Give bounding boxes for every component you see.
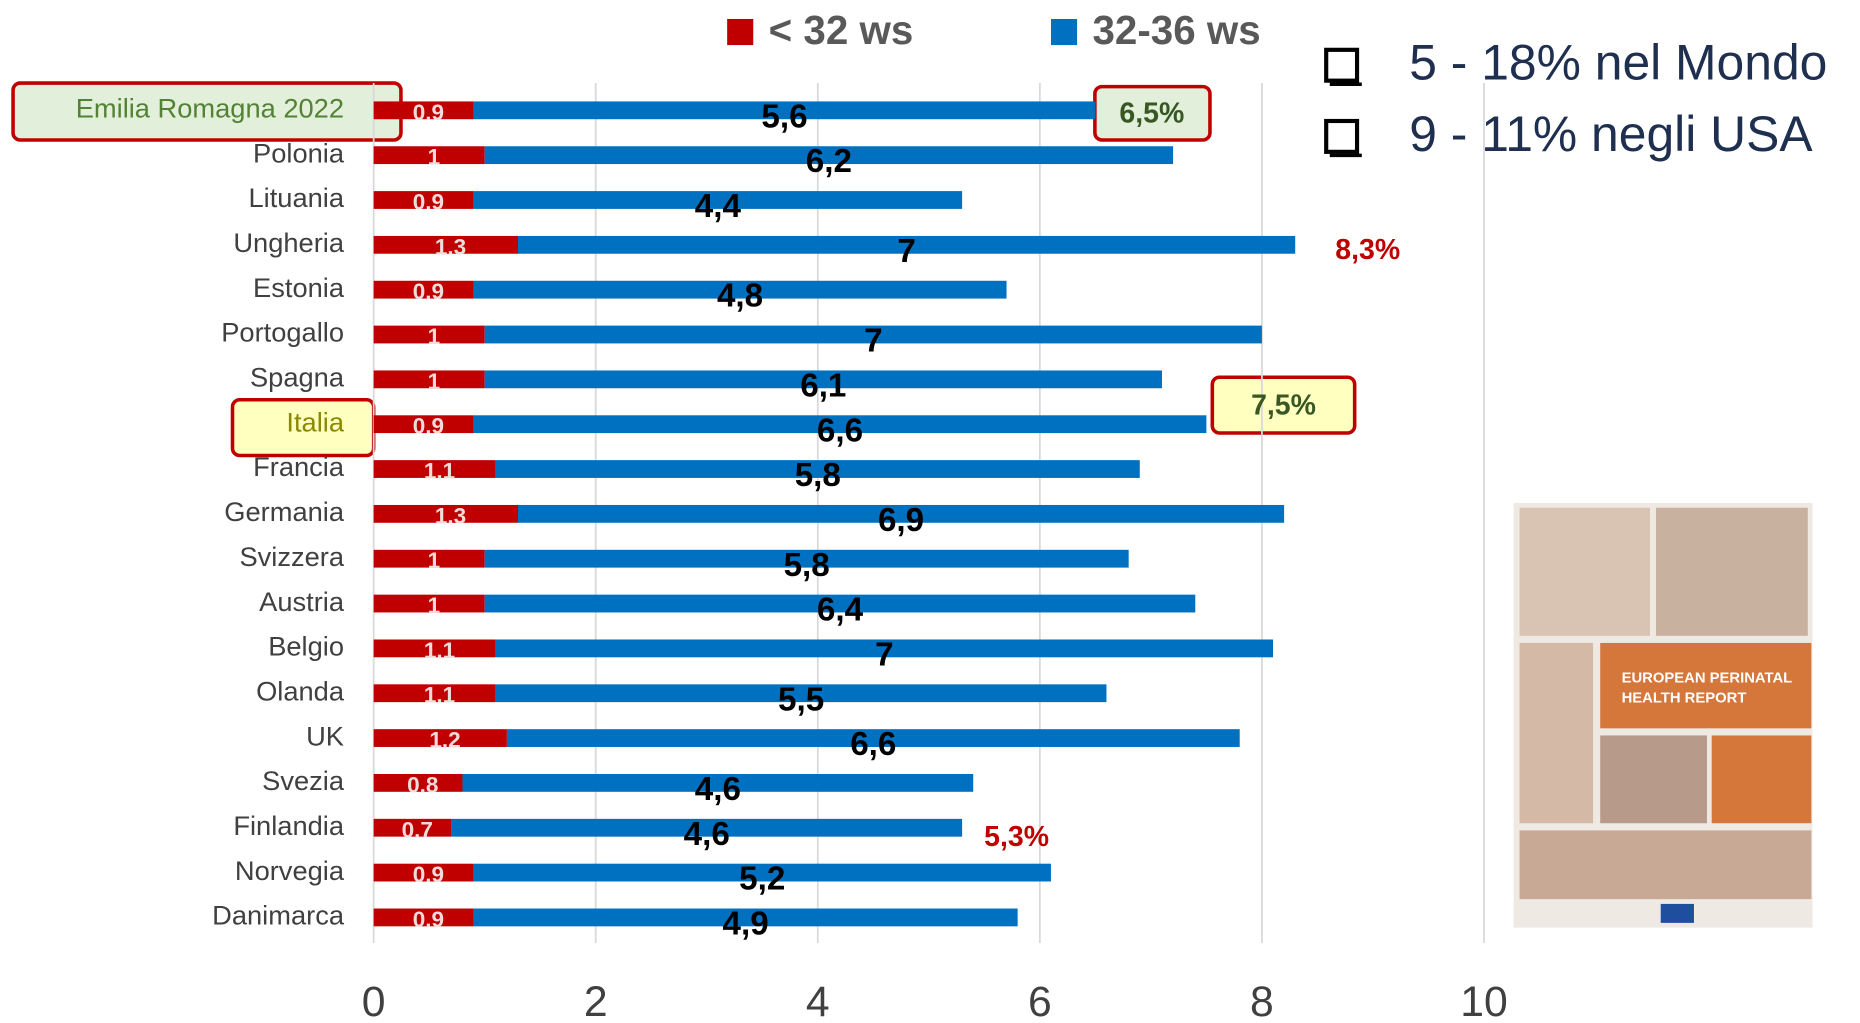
x-tick-label: 6 <box>1028 978 1052 1023</box>
data-label: 4,9 <box>723 905 769 942</box>
y-tick-label: Estonia <box>253 272 345 303</box>
y-tick-label: UK <box>306 720 344 751</box>
data-label: 1 <box>428 324 441 349</box>
y-tick-label: Norvegia <box>235 855 345 886</box>
report-panel <box>1712 735 1812 823</box>
data-label: 1 <box>428 593 441 618</box>
x-tick-label: 0 <box>362 978 386 1023</box>
note: 9 - 11% negli USA <box>1409 106 1813 162</box>
data-label: 4,6 <box>695 771 741 808</box>
data-label: 0.9 <box>413 414 444 439</box>
y-tick-label: Svezia <box>262 765 345 796</box>
y-tick-label: Finlandia <box>233 810 344 841</box>
legend-label: < 32 ws <box>769 7 914 53</box>
data-label: 0.9 <box>413 862 444 887</box>
data-label: 1 <box>428 369 441 394</box>
report-image <box>1514 503 1813 928</box>
data-label: 1.1 <box>424 683 455 708</box>
annotation: 6,5% <box>1119 98 1184 130</box>
data-label: 0.9 <box>413 100 444 125</box>
data-label: 4,4 <box>695 188 742 225</box>
checkbox <box>1326 50 1357 81</box>
y-tick-label: Spagna <box>250 362 345 393</box>
data-label: 6,6 <box>817 412 863 449</box>
x-tick-label: 8 <box>1250 978 1274 1023</box>
data-label: 5,5 <box>778 681 824 718</box>
y-tick-label: Austria <box>259 586 345 617</box>
y-tick-label: Emilia Romagna 2022 <box>76 93 344 124</box>
data-label: 7 <box>897 233 915 270</box>
annotation: 8,3% <box>1335 234 1400 266</box>
data-label: 0.8 <box>407 772 438 797</box>
x-tick-label: 4 <box>806 978 830 1023</box>
y-tick-label: Olanda <box>256 675 345 706</box>
note: 5 - 18% nel Mondo <box>1409 35 1827 91</box>
y-tick-label: Danimarca <box>212 900 345 931</box>
data-label: 1.2 <box>429 728 460 753</box>
y-tick-label: Portogallo <box>221 317 344 348</box>
eu-flag <box>1661 904 1694 923</box>
data-label: 6,6 <box>850 726 896 763</box>
y-tick-label: Svizzera <box>239 541 344 572</box>
report-title: EUROPEAN PERINATAL <box>1622 670 1793 686</box>
data-label: 6,9 <box>878 502 924 539</box>
x-tick-label: 10 <box>1460 978 1507 1023</box>
page: 0 2 4 6 8 10 < 32 ws 32-36 ws Emilia Romagna 202… <box>0 0 1860 1023</box>
data-label: 7 <box>864 323 882 360</box>
photo <box>1600 735 1707 823</box>
legend-swatch <box>1051 19 1077 45</box>
data-label: 0.9 <box>413 279 444 304</box>
report-title: HEALTH REPORT <box>1622 691 1747 707</box>
data-label: 0.9 <box>413 907 444 932</box>
annotation: 5,3% <box>984 821 1049 853</box>
data-label: 4,6 <box>684 816 730 853</box>
data-label: 0.7 <box>402 817 433 842</box>
data-label: 5,8 <box>784 547 830 584</box>
y-tick-label: Lituania <box>248 182 344 213</box>
data-label: 4,8 <box>717 278 763 315</box>
data-label: 0.9 <box>413 190 444 215</box>
legend-swatch <box>727 19 753 45</box>
photo <box>1656 508 1808 636</box>
data-label: 1.3 <box>435 503 466 528</box>
data-label: 1.3 <box>435 234 466 259</box>
data-label: 6,2 <box>806 143 852 180</box>
legend-label: 32-36 ws <box>1093 7 1261 53</box>
data-label: 1.1 <box>424 459 455 484</box>
y-tick-label: Polonia <box>253 137 345 168</box>
photo <box>1520 830 1812 899</box>
photo <box>1520 643 1594 823</box>
data-label: 1 <box>428 145 441 170</box>
photo <box>1520 508 1650 636</box>
y-tick-label: Italia <box>286 406 344 437</box>
data-label: 6,4 <box>817 592 864 629</box>
data-label: 7 <box>875 636 893 673</box>
data-label: 5,8 <box>795 457 841 494</box>
data-label: 5,2 <box>739 861 785 898</box>
y-tick-label: Belgio <box>268 631 344 662</box>
data-label: 1.1 <box>424 638 455 663</box>
data-label: 6,1 <box>800 367 846 404</box>
x-tick-label: 2 <box>584 978 608 1023</box>
y-tick-label: Ungheria <box>233 227 344 258</box>
data-label: 1 <box>428 548 441 573</box>
data-label: 5,6 <box>761 98 807 135</box>
y-tick-label: Francia <box>253 451 345 482</box>
chart: 0 2 4 6 8 10 < 32 ws 32-36 ws Emilia Romagna 202… <box>0 0 1860 1023</box>
y-tick-label: Germania <box>224 496 345 527</box>
annotation: 7,5% <box>1251 389 1316 421</box>
checkbox <box>1326 121 1357 152</box>
